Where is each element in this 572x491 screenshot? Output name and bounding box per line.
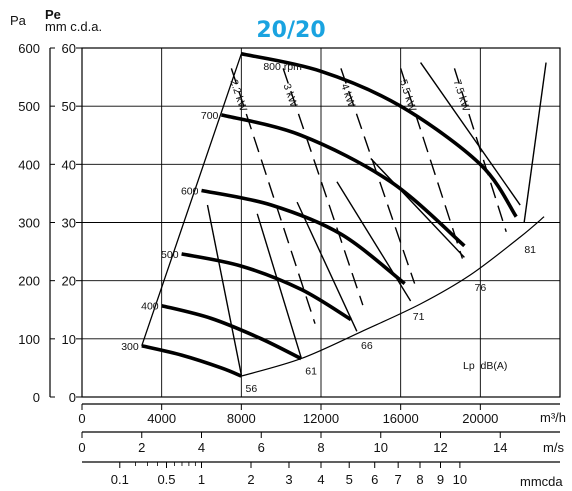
pa-tick-label: 100	[18, 332, 40, 347]
mmcda-dyn-tick-label: 0.5	[157, 472, 175, 487]
mmcda-dyn-tick-label: 1	[198, 472, 205, 487]
lp-dba-label: 61	[305, 366, 317, 378]
pa-tick-label: 0	[33, 390, 40, 405]
envelope-bottom-boundary	[241, 216, 545, 377]
power-label: 4 kW	[338, 82, 357, 109]
lp-dba-label: 71	[413, 311, 425, 323]
lp-dba-label: 81	[524, 244, 536, 256]
velocity-tick-label: 6	[258, 440, 265, 455]
rpm-label: 700	[201, 110, 219, 122]
y-label-pe: Pe	[45, 7, 61, 22]
system-line	[370, 158, 465, 258]
x-unit-mmcda: mmcda	[520, 474, 563, 489]
pa-tick-label: 200	[18, 274, 40, 289]
rpm-label: 800 rpm	[263, 61, 302, 73]
flow-tick-label: 12000	[303, 411, 339, 426]
mmcda-dyn-tick-label: 0.1	[111, 472, 129, 487]
rpm-label: 400	[141, 301, 159, 313]
mmcda-tick-label: 60	[62, 41, 76, 56]
mmcda-tick-label: 50	[62, 99, 76, 114]
flow-tick-label: 16000	[383, 411, 419, 426]
pa-tick-label: 600	[18, 41, 40, 56]
mmcda-dyn-tick-label: 7	[395, 472, 402, 487]
rpm-curve	[181, 252, 352, 322]
power-line	[230, 68, 316, 324]
mmcda-dyn-tick-label: 8	[416, 472, 423, 487]
mmcda-tick-label: 40	[62, 157, 76, 172]
lp-label: Lp dB(A)	[463, 360, 507, 372]
lp-dba-label: 76	[475, 282, 487, 294]
system-line	[523, 62, 547, 223]
mmcda-dyn-tick-label: 3	[285, 472, 292, 487]
mmcda-dyn-tick-label: 9	[437, 472, 444, 487]
system-line	[336, 181, 412, 302]
power-label: 3 kW	[281, 82, 300, 109]
velocity-tick-label: 0	[78, 440, 85, 455]
flow-tick-label: 8000	[227, 411, 256, 426]
velocity-tick-label: 8	[317, 440, 324, 455]
mmcda-dyn-tick-label: 2	[247, 472, 254, 487]
pa-tick-label: 300	[18, 216, 40, 231]
power-label: 2.2 kW	[228, 78, 250, 113]
power-line	[453, 68, 507, 233]
mmcda-dyn-tick-label: 4	[317, 472, 324, 487]
system-line	[206, 204, 243, 376]
rpm-curve	[201, 188, 406, 286]
velocity-tick-label: 12	[433, 440, 447, 455]
y-label-pa: Pa	[10, 13, 27, 28]
pa-tick-label: 400	[18, 157, 40, 172]
power-line	[282, 68, 364, 306]
rpm-label: 600	[181, 186, 199, 198]
velocity-tick-label: 2	[138, 440, 145, 455]
power-line	[340, 68, 416, 284]
mmcda-tick-label: 0	[69, 390, 76, 405]
power-line	[400, 68, 464, 259]
velocity-tick-label: 14	[493, 440, 507, 455]
x-unit-flow: m³/h	[540, 410, 566, 425]
envelope-left-boundary	[141, 53, 242, 347]
lp-dba-label: 56	[245, 383, 257, 395]
flow-tick-label: 0	[78, 411, 85, 426]
mmcda-tick-label: 30	[62, 216, 76, 231]
flow-tick-label: 20000	[462, 411, 498, 426]
y-label-mmcda: mm c.d.a.	[45, 19, 102, 34]
pa-tick-label: 500	[18, 99, 40, 114]
mmcda-tick-label: 20	[62, 274, 76, 289]
system-line	[256, 213, 302, 358]
rpm-label: 500	[161, 249, 179, 261]
y-axis: 0 100 200 300 400 500 600 0 10 20 30 40 50 60	[18, 41, 82, 405]
chart-title: 20/20	[256, 18, 325, 43]
system-line	[296, 201, 358, 332]
mmcda-dyn-tick-label: 10	[453, 472, 467, 487]
plot-area: 2.2 kW 3 kW 4 kW 5.5 kW 7.5 kW30040050060070…	[81, 47, 561, 398]
mmcda-tick-label: 10	[62, 332, 76, 347]
rpm-curve	[141, 344, 243, 378]
rpm-curve	[161, 303, 302, 361]
mmcda-dyn-tick-label: 5	[346, 472, 353, 487]
rpm-curve	[220, 113, 466, 248]
rpm-curve	[240, 52, 518, 218]
lp-dba-label: 66	[361, 340, 373, 352]
power-label: 7.5 kW	[451, 78, 472, 113]
velocity-tick-label: 10	[374, 440, 388, 455]
rpm-label: 300	[121, 341, 139, 353]
velocity-tick-label: 4	[198, 440, 205, 455]
flow-tick-label: 4000	[147, 411, 176, 426]
system-line	[420, 62, 521, 206]
mmcda-dyn-tick-label: 6	[371, 472, 378, 487]
x-unit-velocity: m/s	[543, 440, 564, 455]
